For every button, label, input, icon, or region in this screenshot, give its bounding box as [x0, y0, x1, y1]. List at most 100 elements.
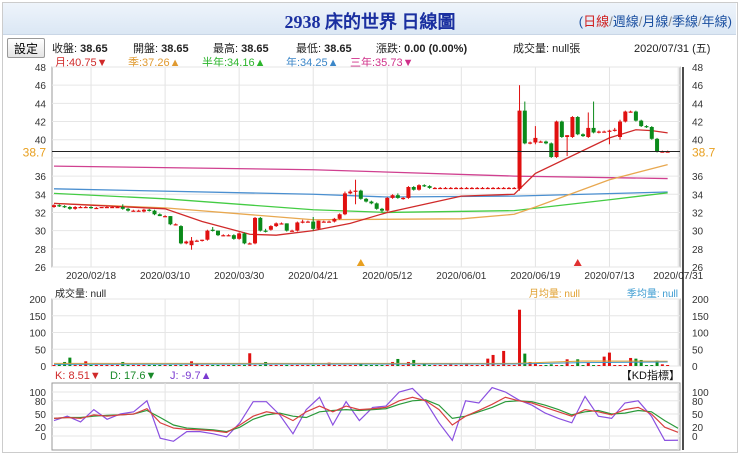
kd-tick-right: 0: [692, 432, 698, 443]
x-tick-label: 2020/07/13: [584, 271, 634, 282]
volume-bar: [507, 364, 511, 366]
volume-bar: [195, 364, 199, 366]
kd-tick-right: 50: [692, 410, 704, 421]
y-tick-label-right: 42: [692, 118, 704, 129]
link-monthly[interactable]: 月線: [642, 14, 669, 29]
quote-open: 開盤: 38.65: [133, 43, 189, 55]
volume-bar: [200, 364, 204, 366]
candle-body: [274, 223, 279, 227]
volume-bar: [491, 354, 495, 366]
y-tick-label-right: 30: [692, 227, 704, 238]
volume-bar: [597, 364, 601, 366]
kd-line-J: [53, 386, 679, 442]
candle-body: [501, 187, 506, 190]
volume-avg-line: [54, 360, 668, 364]
volume-bar: [549, 364, 553, 366]
candle-body: [591, 127, 596, 133]
link-daily[interactable]: 日線: [583, 14, 610, 29]
y-tick-label-right: 34: [692, 190, 704, 201]
candle-body: [406, 187, 411, 198]
candle-body: [538, 141, 543, 143]
candle-body: [559, 121, 564, 137]
volume-bar: [359, 363, 363, 366]
candle-body: [316, 220, 321, 229]
volume-bar: [163, 364, 167, 366]
candle-body: [131, 210, 136, 212]
candle-body: [327, 221, 332, 223]
volume-bar: [502, 350, 506, 366]
volume-bar: [475, 364, 479, 366]
y-tick-label-left: 28: [35, 245, 47, 256]
volume-tick-left: 200: [29, 295, 46, 306]
volume-bar: [539, 364, 543, 366]
y-tick-label-right: 32: [692, 208, 704, 219]
kd-tick-left: 100: [29, 388, 46, 399]
link-weekly[interactable]: 週線: [612, 14, 639, 29]
settings-button[interactable]: 設定: [7, 38, 45, 58]
page-title: 2938 床的世界 日線圖: [284, 12, 456, 32]
candle-body: [506, 187, 511, 190]
candle-body: [242, 233, 247, 244]
volume-bar: [533, 362, 537, 366]
volume-bar: [269, 364, 273, 366]
candle-body: [422, 185, 427, 187]
volume-bar: [380, 364, 384, 366]
candle-body: [528, 142, 533, 144]
volume-bar: [131, 364, 135, 366]
candle-body: [342, 193, 347, 215]
candle-body: [639, 120, 644, 127]
volume-bar: [332, 364, 336, 366]
kd-legend-k: K: 8.51▼: [55, 370, 101, 382]
volume-bar: [650, 364, 654, 366]
volume-bar: [68, 357, 72, 366]
x-tick-label: 2020/02/18: [66, 271, 116, 282]
volume-bar: [660, 364, 664, 366]
volume-bar: [253, 364, 257, 366]
link-quarterly[interactable]: 季線: [672, 14, 699, 29]
volume-bar: [438, 364, 442, 366]
volume-bar: [100, 364, 104, 366]
volume-bar: [422, 363, 426, 366]
candle-body: [411, 187, 416, 190]
candle-body: [57, 205, 62, 207]
candle-body: [83, 207, 88, 209]
x-tick-label: 2020/05/12: [362, 271, 412, 282]
candle-body: [321, 221, 326, 223]
volume-tick-right: 50: [692, 345, 704, 356]
candle-body: [581, 134, 585, 137]
candle-body: [52, 205, 56, 207]
x-tick-label: 2020/03/10: [140, 271, 190, 282]
volume-bar: [607, 352, 611, 366]
volume-bar: [179, 364, 183, 366]
crosshair-value-right: 38.7: [692, 146, 716, 160]
kd-legend-j: J: -9.7▲: [170, 370, 211, 382]
volume-bar: [581, 364, 585, 366]
candle-body: [454, 187, 459, 190]
quote-volume: 成交量: null張: [513, 43, 581, 55]
volume-bar: [369, 364, 373, 366]
volume-bar: [623, 364, 627, 366]
kd-tick-left: 80: [35, 397, 47, 408]
candle-body: [152, 210, 157, 215]
quote-change: 漲跌: 0.00 (0.00%): [376, 43, 468, 55]
link-yearly[interactable]: 年線: [701, 14, 728, 29]
volume-bar: [486, 358, 490, 366]
volume-bar: [364, 364, 368, 366]
candle-body: [385, 197, 390, 211]
candle-body: [374, 203, 379, 209]
volume-bar: [153, 364, 157, 366]
candle-body: [496, 187, 501, 190]
ma-season-label: 季:37.26▲: [128, 57, 181, 69]
volume-bar: [89, 364, 93, 366]
candle-body: [163, 216, 168, 218]
volume-tick-right: 0: [692, 362, 698, 373]
candle-body: [427, 186, 432, 188]
kd-tick-left: 0: [40, 432, 46, 443]
volume-bar: [555, 364, 559, 366]
candle-body: [126, 208, 131, 211]
candle-body: [459, 187, 464, 190]
volume-bar: [57, 363, 61, 366]
candle-body: [448, 187, 453, 190]
candle-body: [353, 190, 358, 192]
candle-body: [136, 210, 141, 212]
